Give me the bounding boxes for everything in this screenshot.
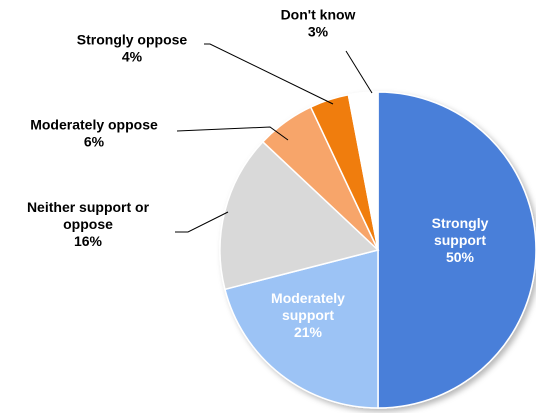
slice-label-line: Neither support or xyxy=(27,199,150,215)
slice-label-1: Moderately support 21% xyxy=(271,290,345,340)
leader-line-4 xyxy=(204,43,334,105)
slice-labels: Strongly support 50%Moderately support 21%Ne… xyxy=(27,7,489,341)
leader-lines xyxy=(175,43,373,233)
slice-label-line: support xyxy=(282,307,334,323)
slice-label-0: Strongly support 50% xyxy=(432,215,489,265)
slice-value-4: 4% xyxy=(122,49,143,65)
slice-value-2: 16% xyxy=(74,233,103,249)
slice-label-line: oppose xyxy=(63,216,113,232)
slice-label-4: Strongly oppose 4% xyxy=(77,32,188,65)
leader-line-2 xyxy=(175,211,229,233)
slice-value-1: 21% xyxy=(294,324,323,340)
slice-value-5: 3% xyxy=(308,24,329,40)
slice-label-5: Don't know 3% xyxy=(281,7,356,40)
pie-slice-1 xyxy=(224,249,379,409)
slice-label-line: Strongly xyxy=(432,215,489,231)
slice-label-line: Moderately xyxy=(271,290,345,306)
slice-value-3: 6% xyxy=(84,134,105,150)
slice-label-3: Moderately oppose 6% xyxy=(30,117,158,150)
slice-label-line: Moderately oppose xyxy=(30,117,158,133)
pie-slice-0 xyxy=(377,91,536,409)
pie-slice-2 xyxy=(219,140,380,291)
leader-line-3 xyxy=(176,126,289,141)
pie-slice-5 xyxy=(347,91,379,251)
leader-line-5 xyxy=(345,50,373,94)
slice-label-2: Neither support or oppose 16% xyxy=(27,199,150,249)
slice-label-line: support xyxy=(434,232,486,248)
slice-value-0: 50% xyxy=(446,249,475,265)
slice-label-line: Strongly oppose xyxy=(77,32,188,48)
pie-slices xyxy=(219,91,536,409)
slice-label-line: Don't know xyxy=(281,7,356,23)
